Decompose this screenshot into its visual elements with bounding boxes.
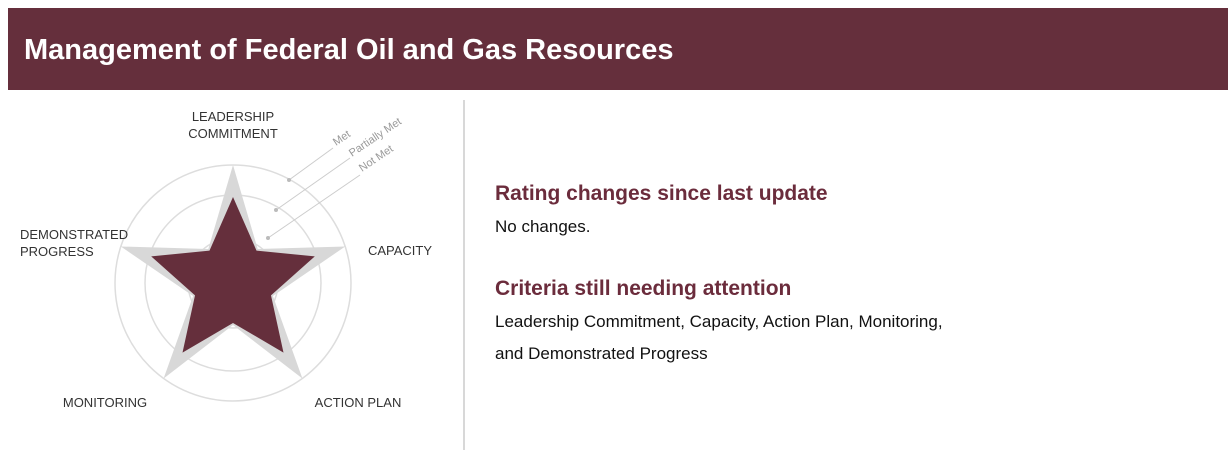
section-text: and Demonstrated Progress <box>495 344 708 363</box>
rating-diagram <box>114 147 361 402</box>
criterion-label: LEADERSHIP <box>192 109 274 124</box>
section-text: Leadership Commitment, Capacity, Action … <box>495 312 943 331</box>
section-heading: Rating changes since last update <box>495 182 828 205</box>
rating-star <box>151 197 315 353</box>
leader-line <box>288 147 334 181</box>
criterion-label: CAPACITY <box>368 243 432 258</box>
ring-dot <box>287 178 291 182</box>
ring-dot <box>274 208 278 212</box>
header-title: Management of Federal Oil and Gas Resour… <box>24 34 673 66</box>
ring-label: Met <box>331 128 353 148</box>
ring-dot <box>266 236 270 240</box>
leader-line <box>275 157 351 211</box>
section-heading: Criteria still needing attention <box>495 277 791 300</box>
leader-line <box>267 174 361 239</box>
criterion-label: COMMITMENT <box>188 126 278 141</box>
criterion-label: PROGRESS <box>20 244 94 259</box>
criterion-label: DEMONSTRATED <box>20 227 128 242</box>
section-text: No changes. <box>495 217 590 236</box>
criterion-label: MONITORING <box>63 395 147 410</box>
header-band <box>8 8 1228 90</box>
criterion-label: ACTION PLAN <box>315 395 402 410</box>
